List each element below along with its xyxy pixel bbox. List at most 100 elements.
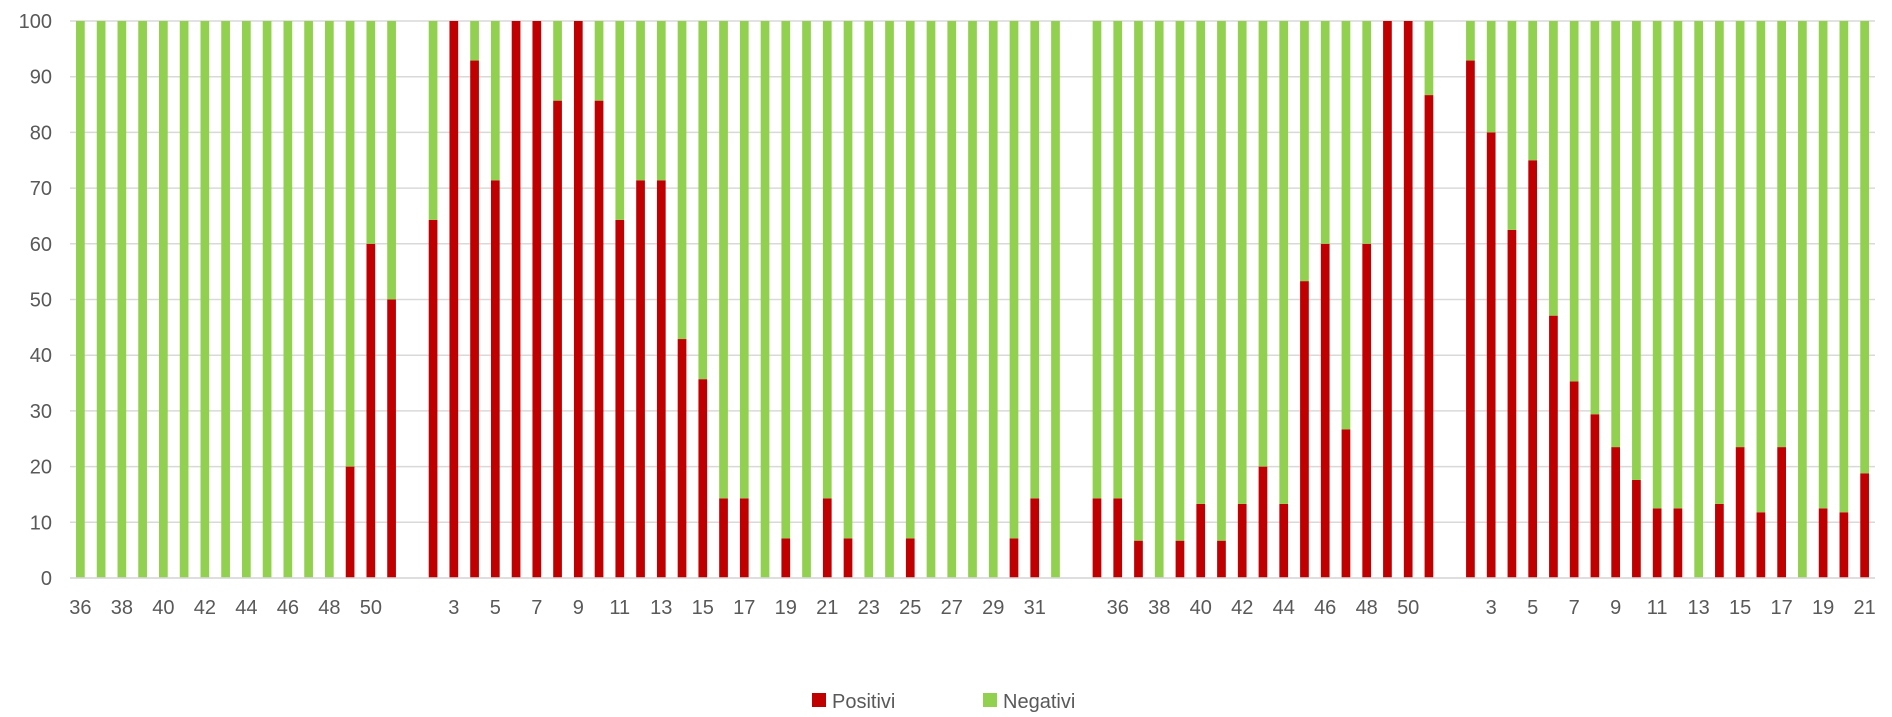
x-tick-label: 42 [1231,597,1253,619]
bar-negativi [1590,21,1600,415]
bar-negativi [221,21,230,578]
x-tick-label: 46 [277,597,299,619]
y-tick-label: 60 [30,234,52,256]
bar-negativi [698,21,708,380]
x-tick-label: 9 [573,597,584,619]
x-tick-label: 3 [448,597,459,619]
bar-positivi [1632,479,1641,578]
bar-positivi [449,21,459,578]
bar-positivi [1362,243,1372,579]
bar-negativi [885,21,894,578]
bar-positivi [677,339,687,578]
bar-negativi [864,21,874,578]
bar-negativi [1051,21,1060,578]
bar-negativi [553,21,562,101]
bar-negativi [1632,21,1641,480]
bar-positivi [366,243,376,579]
bar-positivi [1590,414,1600,578]
x-tick-label: 38 [111,597,133,619]
bar-positivi [532,21,542,578]
x-tick-label: 19 [1812,597,1834,619]
bar-negativi [1756,21,1766,513]
x-tick-label: 40 [152,597,174,619]
bar-negativi [387,21,396,300]
bar-negativi [1424,21,1434,96]
x-tick-label: 11 [1647,597,1668,619]
y-tick-label: 90 [30,67,52,89]
bar-negativi [1030,21,1040,499]
bar-negativi [1818,21,1828,509]
bar-positivi [1030,498,1040,578]
bar-negativi [1694,21,1704,578]
x-tick-label: 48 [1356,597,1378,619]
bar-positivi [1486,132,1496,578]
x-tick-label: 36 [1107,597,1129,619]
x-tick-label: 15 [1729,597,1751,619]
x-tick-label: 21 [1854,597,1876,619]
legend-label-negativi: Negativi [1003,691,1075,713]
bar-negativi [1569,21,1579,382]
bar-positivi [470,60,479,579]
x-tick-label: 19 [775,597,797,619]
bar-negativi [615,21,625,220]
bar-positivi [553,100,562,578]
bar-negativi [262,21,272,578]
bar-positivi [1611,447,1621,578]
x-tick-label: 44 [1273,597,1295,619]
bar-positivi [1818,508,1828,578]
bar-negativi [636,21,645,181]
bar-negativi [1217,21,1226,541]
bar-negativi [1611,21,1621,448]
bar-negativi [241,21,251,578]
bar-negativi [1300,21,1309,282]
y-tick-label: 40 [30,345,52,367]
legend-label-positivi: Positivi [832,691,895,713]
x-tick-label: 21 [816,597,838,619]
bar-positivi [1300,281,1309,578]
y-tick-label: 100 [19,11,52,33]
bar-positivi [698,379,708,578]
bar-positivi [1860,473,1869,578]
bar-positivi [428,219,438,578]
bar-positivi [1092,498,1102,578]
x-tick-label: 7 [531,597,542,619]
bar-positivi [739,498,749,578]
y-tick-label: 80 [30,122,52,144]
bar-positivi [1341,429,1351,578]
bar-positivi [822,498,832,578]
x-tick-label: 40 [1190,597,1212,619]
bar-positivi [1715,503,1724,578]
bar-positivi [781,538,791,578]
bar-negativi [1175,21,1185,541]
bar-positivi [1134,540,1143,578]
bar-positivi [1237,503,1247,578]
y-tick-label: 70 [30,178,52,200]
bar-positivi [1839,512,1849,578]
bar-negativi [1839,21,1849,513]
bar-negativi [179,21,189,578]
x-tick-label: 46 [1314,597,1336,619]
y-tick-label: 50 [30,290,52,312]
x-tick-label: 17 [1771,597,1793,619]
bar-negativi [1860,21,1869,474]
x-tick-label: 42 [194,597,216,619]
bar-negativi [470,21,479,61]
bar-negativi [1715,21,1724,504]
bar-negativi [1237,21,1247,504]
bar-positivi [1652,508,1662,578]
x-tick-label: 36 [69,597,91,619]
bar-positivi [905,538,915,578]
bar-negativi [1196,21,1206,504]
x-tick-label: 29 [982,597,1004,619]
bar-negativi [719,21,728,499]
bar-positivi [387,299,396,578]
x-tick-label: 15 [692,597,714,619]
x-tick-label: 11 [609,597,630,619]
bar-negativi [988,21,998,578]
bar-positivi [636,180,645,578]
bar-positivi [1735,447,1745,578]
x-tick-label: 44 [235,597,257,619]
bar-positivi [1549,315,1558,578]
bar-negativi [656,21,666,181]
bar-negativi [76,21,85,578]
